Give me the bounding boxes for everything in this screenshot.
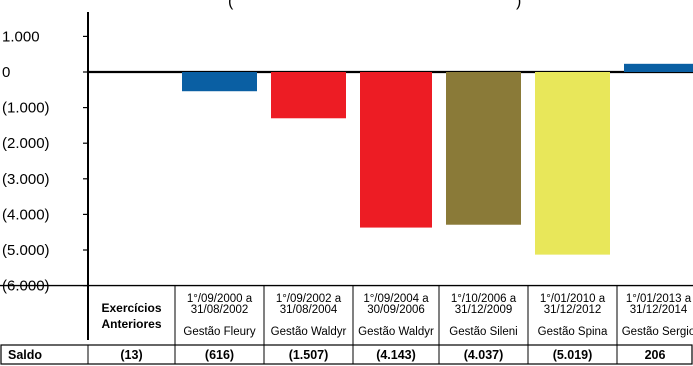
period-end-label: 31/12/2014	[630, 304, 688, 316]
saldo-value: 206	[645, 348, 666, 362]
saldo-value: (1.507)	[289, 348, 329, 362]
y-axis-ticks: 1.000 0 (1.000) (2.000) (3.000) (4.000) (5.000…	[2, 28, 88, 295]
saldo-value: (5.019)	[553, 348, 593, 362]
bar	[182, 72, 257, 92]
saldo-row-box	[0, 344, 693, 365]
bar	[446, 72, 521, 225]
period-start-label: 1°/10/2006 a	[451, 293, 517, 305]
manager-label: Gestão Waldyr	[358, 326, 434, 338]
period-start-label: 1°/01/2013 a	[626, 293, 692, 305]
saldo-value: (616)	[205, 348, 234, 362]
y-tick-label: (1.000)	[2, 100, 50, 117]
saldo-value: (4.037)	[464, 348, 504, 362]
period-end-label: 31/12/2009	[455, 304, 513, 316]
manager-label: Gestão Sergio	[622, 326, 693, 338]
period-start-label: 1°/01/2010 a	[540, 293, 606, 305]
y-tick-label: (6.000)	[2, 278, 50, 295]
period-start-label: Exercícios	[101, 301, 161, 315]
saldo-value: (4.143)	[376, 348, 416, 362]
period-start-label: 1°/09/2004 a	[363, 293, 429, 305]
bar	[360, 72, 432, 228]
bars	[182, 63, 693, 255]
bar	[271, 72, 346, 119]
saldo-value: (13)	[120, 348, 142, 362]
title-fragment-right: )	[516, 0, 521, 10]
title-fragment-left: (	[228, 0, 234, 10]
manager-label: Gestão Waldyr	[271, 326, 347, 338]
period-end-label: 31/12/2012	[544, 304, 602, 316]
bar	[535, 72, 610, 255]
bar	[624, 63, 693, 72]
y-tick-label: (3.000)	[2, 171, 50, 188]
y-tick-label: (2.000)	[2, 135, 50, 152]
y-tick-label: 1.000	[2, 28, 40, 45]
saldo-row-label: Saldo	[8, 348, 42, 362]
y-tick-label: (4.000)	[2, 206, 50, 223]
y-tick-label: 0	[2, 64, 10, 81]
period-end-label: 31/08/2004	[280, 304, 338, 316]
period-end-label: Anteriores	[101, 317, 161, 331]
data-table: Saldo Exercícios Anteriores (13) 1°/09/2000 …	[0, 285, 693, 365]
manager-label: Gestão Spina	[538, 326, 608, 338]
period-end-label: 30/09/2006	[367, 304, 425, 316]
y-tick-label: (5.000)	[2, 242, 50, 259]
manager-label: Gestão Fleury	[183, 326, 255, 338]
period-start-label: 1°/09/2002 a	[276, 293, 342, 305]
period-end-label: 31/08/2002	[191, 304, 249, 316]
manager-label: Gestão Sileni	[449, 326, 517, 338]
period-start-label: 1°/09/2000 a	[187, 293, 253, 305]
